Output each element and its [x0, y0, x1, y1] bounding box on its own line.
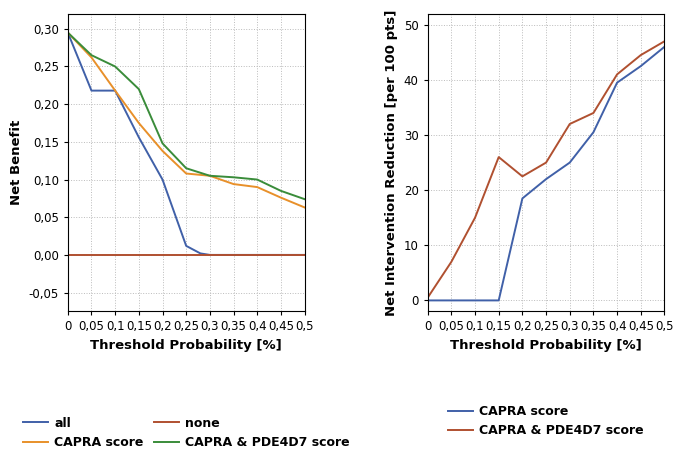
X-axis label: Threshold Probability [%]: Threshold Probability [%] [450, 339, 642, 352]
Y-axis label: Net Intervention Reduction [per 100 pts]: Net Intervention Reduction [per 100 pts] [385, 10, 398, 316]
Y-axis label: Net Benefit: Net Benefit [10, 120, 23, 205]
Legend: all, CAPRA score, none, CAPRA & PDE4D7 score: all, CAPRA score, none, CAPRA & PDE4D7 s… [18, 412, 355, 454]
X-axis label: Threshold Probability [%]: Threshold Probability [%] [90, 339, 282, 352]
Legend: CAPRA score, CAPRA & PDE4D7 score: CAPRA score, CAPRA & PDE4D7 score [443, 400, 649, 442]
